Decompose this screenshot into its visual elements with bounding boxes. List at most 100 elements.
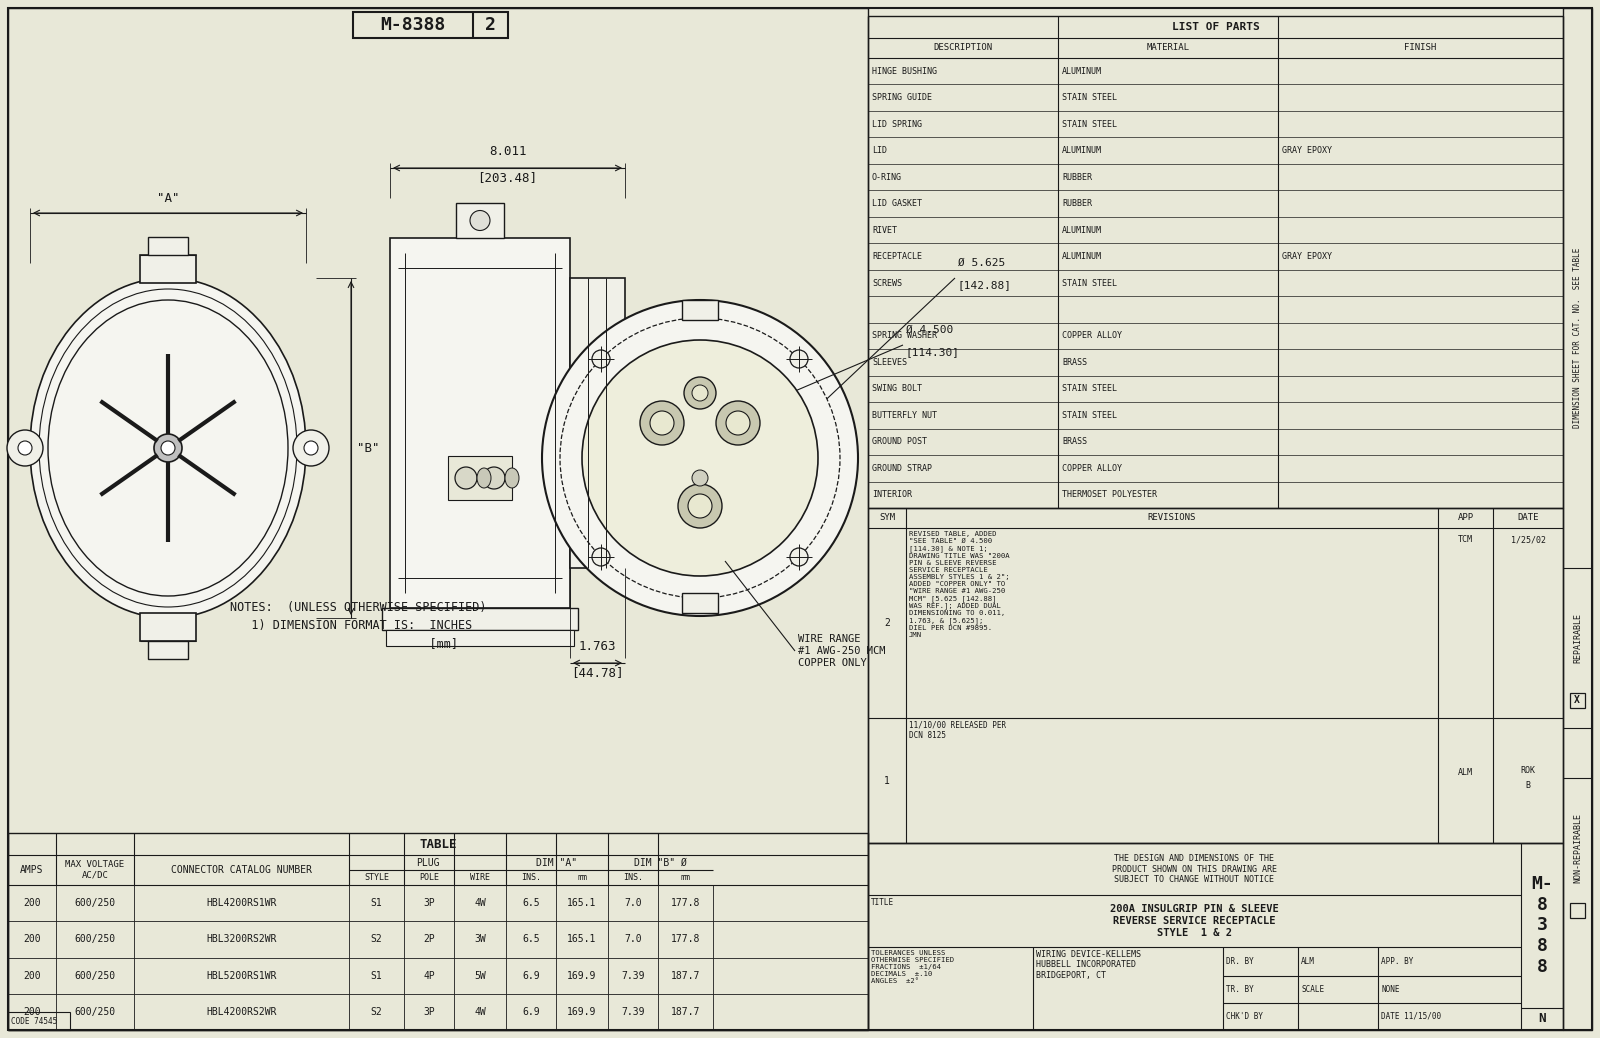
Text: S1: S1 [371, 898, 382, 908]
Text: 200: 200 [22, 898, 42, 908]
Text: ALM: ALM [1458, 768, 1474, 777]
Text: ALUMINUM: ALUMINUM [1062, 252, 1102, 261]
Bar [682, 300, 718, 320]
Text: RIVET: RIVET [872, 225, 898, 235]
Bar [352, 12, 507, 38]
Ellipse shape [477, 468, 491, 488]
Circle shape [304, 441, 318, 455]
Bar [1570, 693, 1586, 708]
Text: mm: mm [578, 873, 587, 882]
Text: HBL5200RS1WR: HBL5200RS1WR [206, 971, 277, 981]
Text: TR. BY: TR. BY [1226, 985, 1254, 993]
Text: ALUMINUM: ALUMINUM [1062, 66, 1102, 76]
Ellipse shape [506, 468, 518, 488]
Text: REPAIRABLE: REPAIRABLE [1573, 613, 1582, 663]
Circle shape [574, 390, 582, 398]
Text: PLUG: PLUG [416, 857, 440, 868]
Text: 169.9: 169.9 [568, 1007, 597, 1017]
Text: INTERIOR: INTERIOR [872, 490, 912, 499]
Text: DATE: DATE [1517, 514, 1539, 522]
Text: POLE: POLE [419, 873, 438, 882]
Text: DIM "B" Ø: DIM "B" Ø [634, 857, 686, 868]
Text: WIRE: WIRE [470, 873, 490, 882]
Text: MAX VOLTAGE
AC/DC: MAX VOLTAGE AC/DC [66, 861, 125, 879]
Text: DR. BY: DR. BY [1226, 957, 1254, 966]
Text: SPRING WASHER: SPRING WASHER [872, 331, 938, 340]
Text: MATERIAL: MATERIAL [1147, 44, 1189, 53]
Text: 200: 200 [22, 971, 42, 981]
Circle shape [592, 548, 610, 566]
Text: CONNECTOR CATALOG NUMBER: CONNECTOR CATALOG NUMBER [171, 865, 312, 875]
Text: 600/250: 600/250 [75, 934, 115, 945]
Text: 600/250: 600/250 [75, 971, 115, 981]
Circle shape [790, 548, 808, 566]
Bar [8, 8, 867, 1030]
Bar [867, 843, 1563, 1030]
Bar [682, 593, 718, 613]
Text: 3W: 3W [474, 934, 486, 945]
Text: 11/10/00 RELEASED PER
DCN 8125: 11/10/00 RELEASED PER DCN 8125 [909, 721, 1006, 740]
Circle shape [18, 441, 32, 455]
Bar [390, 238, 570, 608]
Text: 3P: 3P [422, 898, 435, 908]
Text: 7.0: 7.0 [624, 934, 642, 945]
Text: S2: S2 [371, 934, 382, 945]
Bar [1570, 903, 1586, 918]
Text: 2: 2 [885, 618, 890, 628]
Text: INS.: INS. [622, 873, 643, 882]
Text: Ø 5.625: Ø 5.625 [958, 258, 1005, 268]
Text: 6.9: 6.9 [522, 971, 539, 981]
Text: ROK: ROK [1520, 766, 1536, 775]
Text: STAIN STEEL: STAIN STEEL [1062, 384, 1117, 393]
Text: HBL3200RS2WR: HBL3200RS2WR [206, 934, 277, 945]
Text: COPPER ALLOY: COPPER ALLOY [1062, 464, 1122, 472]
Text: 165.1: 165.1 [568, 898, 597, 908]
Text: BUTTERFLY NUT: BUTTERFLY NUT [872, 411, 938, 419]
Bar [448, 456, 512, 500]
Text: 177.8: 177.8 [670, 934, 701, 945]
Text: [142.88]: [142.88] [958, 280, 1013, 290]
Text: Ø 4.500: Ø 4.500 [906, 325, 954, 335]
Bar [867, 508, 1563, 843]
Circle shape [162, 441, 174, 455]
Bar [147, 237, 189, 255]
Circle shape [691, 470, 707, 486]
Text: S1: S1 [371, 971, 382, 981]
Text: S2: S2 [371, 1007, 382, 1017]
Text: SCREWS: SCREWS [872, 278, 902, 288]
Text: 1: 1 [885, 775, 890, 786]
Text: 1/25/02: 1/25/02 [1510, 536, 1546, 545]
Text: 200A INSULGRIP PIN & SLEEVE
REVERSE SERVICE RECEPTACLE
STYLE  1 & 2: 200A INSULGRIP PIN & SLEEVE REVERSE SERV… [1110, 904, 1278, 937]
Text: "A": "A" [157, 192, 179, 204]
Circle shape [717, 401, 760, 445]
Circle shape [6, 430, 43, 466]
Text: ALUMINUM: ALUMINUM [1062, 146, 1102, 155]
Circle shape [790, 350, 808, 368]
Bar [570, 278, 626, 568]
Circle shape [678, 484, 722, 528]
Text: 600/250: 600/250 [75, 898, 115, 908]
Text: NOTES:  (UNLESS OTHERWISE SPECIFIED): NOTES: (UNLESS OTHERWISE SPECIFIED) [230, 601, 486, 614]
Text: STYLE: STYLE [365, 873, 389, 882]
Text: DIM "A": DIM "A" [536, 857, 578, 868]
Text: 7.39: 7.39 [621, 971, 645, 981]
Circle shape [688, 494, 712, 518]
Bar [1563, 8, 1592, 1030]
Text: 4W: 4W [474, 898, 486, 908]
Text: 6.5: 6.5 [522, 934, 539, 945]
Text: 3P: 3P [422, 1007, 435, 1017]
Ellipse shape [30, 278, 306, 618]
Text: APP. BY: APP. BY [1381, 957, 1413, 966]
Text: [mm]: [mm] [230, 637, 458, 651]
Text: 200: 200 [22, 934, 42, 945]
Text: COPPER ALLOY: COPPER ALLOY [1062, 331, 1122, 340]
Text: GROUND STRAP: GROUND STRAP [872, 464, 931, 472]
Circle shape [726, 411, 750, 435]
Text: 1.763: 1.763 [579, 640, 616, 653]
Bar [8, 1012, 70, 1030]
Text: [114.30]: [114.30] [906, 347, 960, 357]
Text: HBL4200RS2WR: HBL4200RS2WR [206, 1007, 277, 1017]
Text: LID GASKET: LID GASKET [872, 199, 922, 208]
Text: REVISIONS: REVISIONS [1147, 514, 1197, 522]
Text: HINGE BUSHING: HINGE BUSHING [872, 66, 938, 76]
